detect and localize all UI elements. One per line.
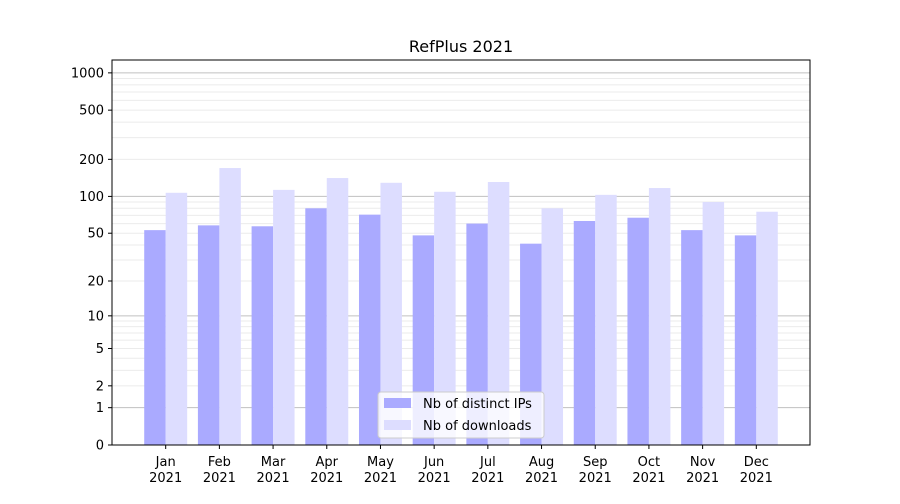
bar-distinct-ips: [627, 217, 649, 445]
x-tick-label: May 2021: [364, 455, 397, 486]
bar-downloads: [541, 208, 564, 445]
x-tick-label: Oct 2021: [632, 455, 665, 486]
x-tick-label: Mar 2021: [257, 455, 290, 486]
y-tick-label: 50: [87, 227, 104, 242]
y-tick-label: 10: [87, 309, 104, 324]
bar-distinct-ips: [681, 230, 703, 445]
x-tick-label: Aug 2021: [525, 455, 558, 486]
bar-distinct-ips: [358, 214, 381, 445]
bar-downloads: [380, 182, 402, 445]
bar-distinct-ips: [573, 220, 596, 445]
bar-downloads: [487, 181, 510, 445]
x-tick-label: Feb 2021: [203, 455, 236, 486]
x-tick-label: Jun 2021: [418, 455, 451, 486]
legend-box: [377, 391, 545, 439]
bar-distinct-ips: [144, 230, 166, 445]
x-tick-label: Jul 2021: [471, 455, 504, 486]
y-tick-label: 0: [96, 439, 104, 454]
bar-downloads: [702, 202, 725, 445]
y-tick-label: 100: [79, 190, 104, 205]
bar-downloads: [434, 191, 456, 445]
x-tick-label: Dec 2021: [740, 455, 773, 486]
legend: Nb of distinct IPs Nb of downloads: [377, 391, 545, 439]
bar-distinct-ips: [251, 226, 274, 445]
y-tick-label: 2: [96, 379, 104, 394]
bar-downloads: [326, 178, 349, 446]
bar-distinct-ips: [466, 223, 488, 445]
legend-label-ips: Nb of distinct IPs: [423, 397, 532, 412]
legend-swatch-ips: [384, 398, 411, 408]
bar-downloads: [648, 188, 671, 445]
bar-downloads: [165, 192, 188, 445]
x-tick-label: Apr 2021: [310, 455, 343, 486]
y-tick-label: 200: [79, 153, 104, 168]
chart-title: RefPlus 2021: [409, 37, 513, 56]
x-tick-label: Nov 2021: [686, 455, 719, 486]
y-tick-label: 1000: [71, 66, 104, 81]
plot-frame: [111, 59, 811, 446]
y-axis: 0 1 2 5 10 20 50 100 200 500 1000: [71, 66, 112, 454]
bar-downloads: [273, 189, 295, 445]
legend-label-downloads: Nb of downloads: [423, 419, 532, 434]
bar-downloads: [595, 194, 617, 445]
bar-distinct-ips: [305, 208, 327, 445]
bar-distinct-ips: [734, 235, 757, 445]
x-axis: Jan 2021 Feb 2021 Mar 2021 Apr 2021 May 2021 Jun 20…: [149, 445, 773, 486]
y-tick-label: 20: [87, 275, 104, 290]
y-tick-label: 1: [96, 401, 104, 416]
legend-swatch-downloads: [384, 420, 411, 430]
bar-downloads: [756, 211, 778, 445]
y-tick-label: 500: [79, 104, 104, 119]
bar-distinct-ips: [197, 225, 220, 445]
x-tick-label: Jan 2021: [149, 455, 182, 486]
bar-downloads: [219, 168, 241, 446]
x-tick-label: Sep 2021: [579, 455, 612, 486]
y-tick-label: 5: [96, 342, 104, 357]
